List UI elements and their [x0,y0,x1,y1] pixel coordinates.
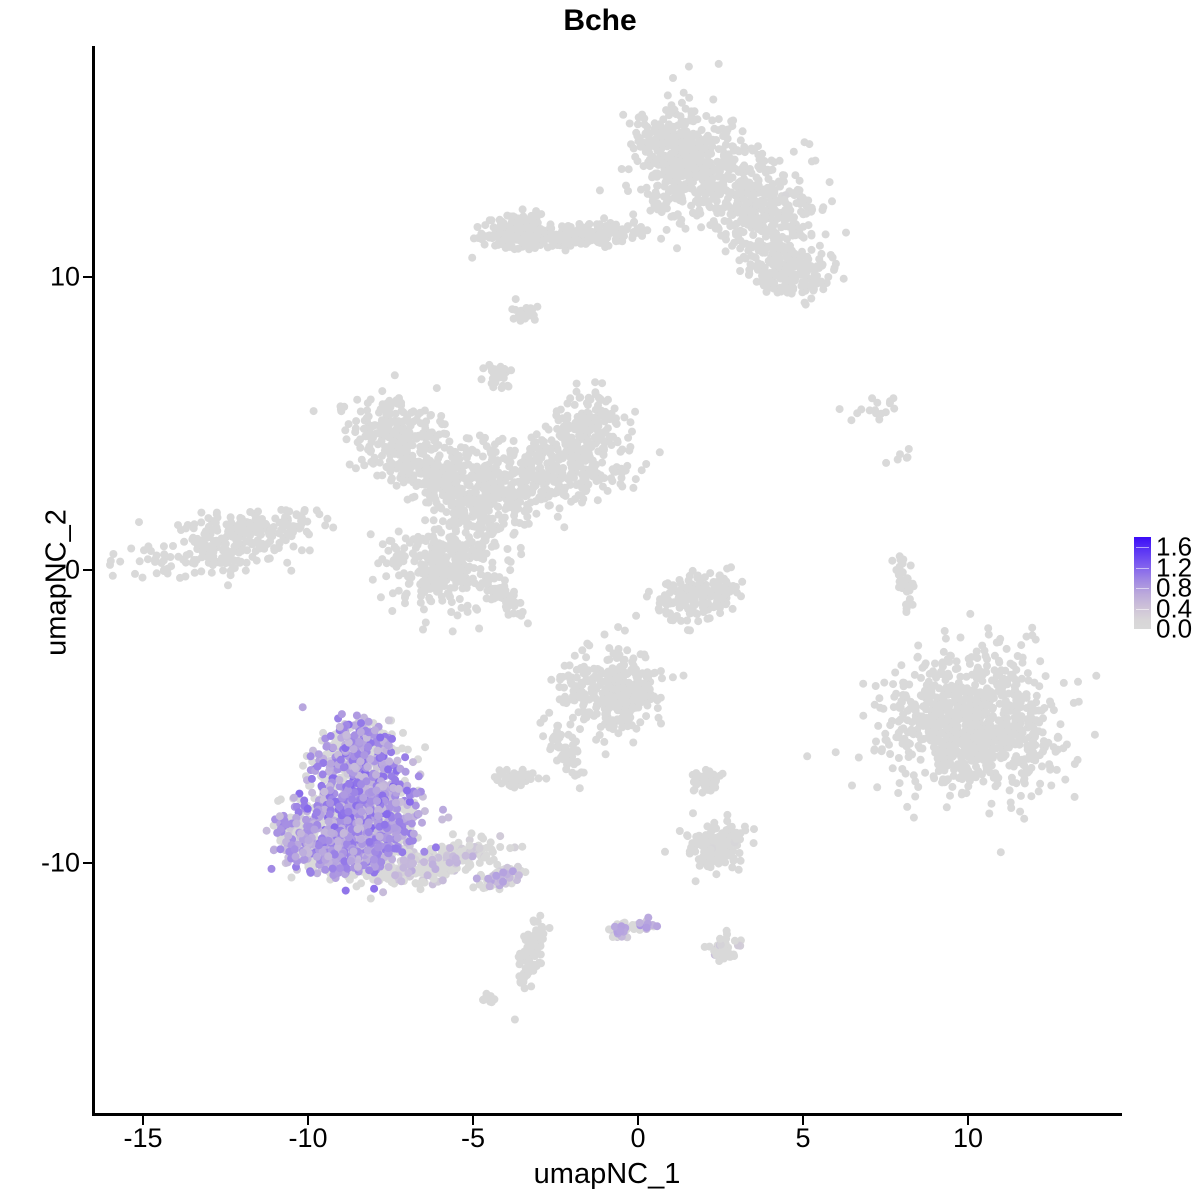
x-tick-label: -15 [123,1123,163,1153]
colorbar-tick-label: 0.0 [1156,613,1193,644]
y-axis-line [92,46,95,1116]
x-tick-label: -5 [460,1123,486,1153]
x-tick-label: 10 [952,1123,984,1153]
colorbar-tick-mark [1136,588,1149,590]
x-tick-label: -10 [288,1123,328,1153]
x-tick-label: 5 [795,1123,811,1153]
x-axis-title: umapNC_1 [533,1158,681,1190]
colorbar-gradient [1134,537,1151,629]
y-tick-mark [83,276,92,278]
y-tick-mark [83,862,92,864]
colorbar-tick-mark [1136,567,1149,569]
y-tick-mark [83,569,92,571]
y-axis-title: umapNC_2 [40,509,73,656]
colorbar-tick-mark [1136,608,1149,610]
page-title: Bche [563,4,637,37]
colorbar-tick-mark [1136,547,1149,549]
x-tick-label: 0 [630,1123,646,1153]
colorbar-tick-mark [1136,629,1149,630]
